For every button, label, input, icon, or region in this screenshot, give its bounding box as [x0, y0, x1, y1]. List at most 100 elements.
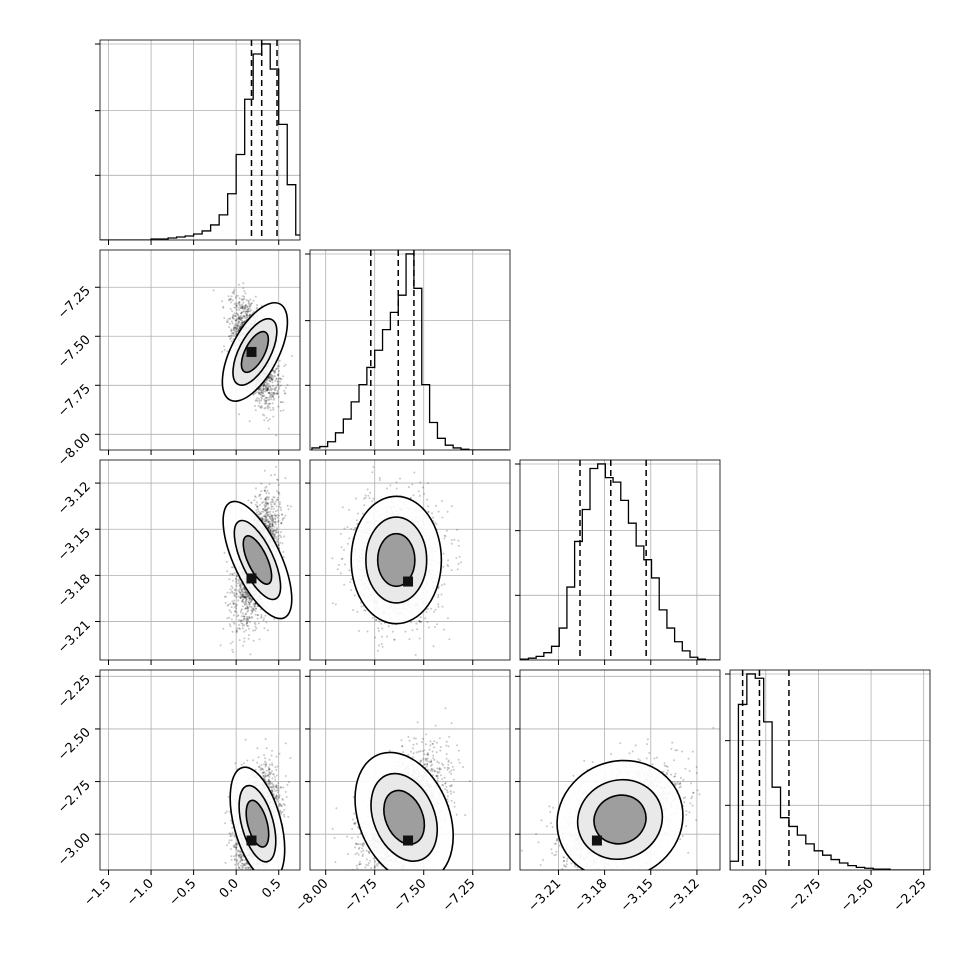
sample-point: [283, 392, 286, 395]
sample-point: [233, 594, 236, 597]
sample-point: [239, 317, 242, 319]
sample-point: [258, 402, 261, 405]
sample-point: [242, 619, 245, 621]
sample-point: [231, 315, 234, 318]
sample-point: [274, 517, 277, 520]
sample-point: [239, 315, 242, 317]
sample-point: [240, 317, 243, 320]
sample-point: [265, 516, 268, 519]
sample-point: [277, 396, 280, 398]
sample-point: [267, 521, 270, 524]
sample-point: [263, 383, 266, 386]
sample-point: [264, 508, 267, 511]
sample-point: [264, 614, 267, 617]
sample-point: [283, 365, 286, 368]
sample-point: [280, 536, 283, 538]
sample-point: [270, 377, 273, 380]
sample-point: [284, 363, 287, 366]
sample-point: [263, 617, 265, 620]
sample-point: [233, 314, 235, 317]
sample-point: [255, 304, 258, 307]
sample-point: [268, 377, 271, 380]
sample-point: [266, 502, 269, 505]
sample-point: [277, 543, 280, 546]
sample-point: [235, 607, 238, 610]
sample-point: [246, 620, 249, 623]
sample-point: [252, 299, 255, 302]
sample-point: [227, 321, 229, 324]
sample-point: [226, 319, 229, 322]
sample-point: [267, 526, 270, 528]
sample-point: [274, 518, 277, 520]
sample-point: [233, 288, 236, 291]
sample-point: [263, 503, 266, 506]
sample-point: [270, 398, 273, 401]
sample-point: [246, 594, 249, 597]
sample-point: [221, 350, 224, 353]
sample-point: [256, 400, 259, 403]
sample-point: [277, 365, 280, 368]
sample-point: [231, 590, 233, 593]
sample-point: [267, 513, 270, 516]
sample-point: [279, 506, 282, 509]
sample-point: [261, 394, 264, 397]
sample-point: [287, 508, 290, 511]
sample-point: [264, 400, 267, 403]
sample-point: [252, 639, 255, 642]
sample-point: [265, 401, 268, 404]
sample-point: [247, 595, 250, 598]
sample-point: [266, 509, 269, 512]
sample-point: [258, 493, 261, 496]
sample-point: [246, 592, 248, 595]
sample-point: [244, 590, 247, 593]
sample-point: [263, 469, 266, 472]
sample-point: [262, 389, 265, 392]
sample-point: [229, 591, 232, 594]
sample-point: [241, 321, 244, 324]
sample-point: [277, 496, 279, 499]
sample-point: [286, 384, 289, 386]
sample-point: [245, 619, 248, 622]
sample-point: [239, 323, 242, 326]
sample-point: [241, 598, 244, 601]
sample-point: [222, 305, 224, 308]
sample-point: [235, 330, 238, 333]
sample-point: [267, 402, 270, 405]
sample-point: [238, 303, 241, 306]
sample-point: [267, 525, 270, 528]
sample-point: [246, 606, 249, 609]
histogram-panel-2: [515, 459, 721, 665]
sample-point: [243, 602, 246, 605]
sample-point: [245, 595, 248, 598]
sample-point: [259, 388, 262, 391]
sample-point: [224, 601, 227, 604]
panel-frame: [519, 459, 721, 661]
sample-point: [268, 515, 271, 518]
sample-point: [239, 586, 242, 589]
sample-point: [230, 320, 233, 323]
sample-point: [276, 393, 279, 395]
sample-point: [232, 602, 235, 605]
sample-point: [235, 630, 238, 632]
sample-point: [274, 388, 276, 391]
sample-point: [245, 310, 248, 313]
sample-point: [242, 308, 245, 311]
sample-point: [255, 307, 258, 310]
sample-point: [263, 402, 266, 405]
sample-point: [257, 622, 260, 625]
sample-point: [238, 300, 241, 303]
sample-point: [255, 627, 258, 630]
sample-point: [290, 355, 293, 357]
sample-point: [267, 376, 270, 379]
sample-point: [249, 605, 252, 608]
sample-point: [235, 302, 238, 305]
sample-point: [253, 499, 256, 502]
sample-point: [275, 367, 278, 370]
sample-point: [272, 514, 275, 517]
sample-point: [271, 517, 274, 519]
sample-point: [274, 392, 277, 395]
sample-point: [238, 588, 241, 591]
sample-point: [235, 319, 238, 322]
sample-point: [228, 616, 231, 619]
sample-point: [245, 598, 248, 601]
